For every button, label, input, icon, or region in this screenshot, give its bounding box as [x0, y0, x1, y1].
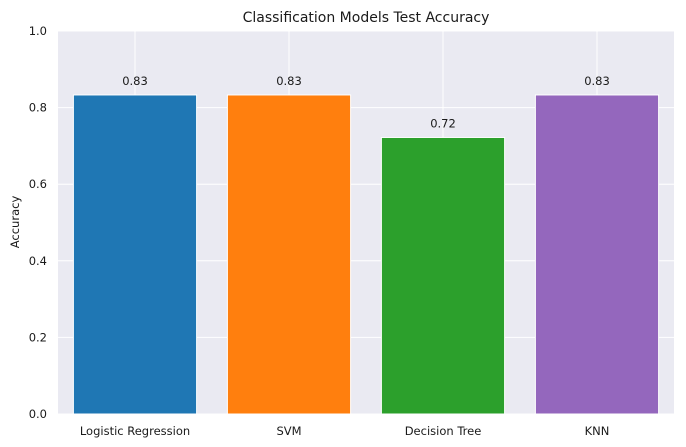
x-tick-label: KNN [585, 424, 610, 438]
bar-value-label: 0.83 [122, 74, 148, 88]
y-axis-label: Accuracy [8, 196, 22, 249]
bar-value-label: 0.83 [584, 74, 610, 88]
y-tick-label: 1.0 [29, 24, 47, 38]
x-tick-label: SVM [276, 424, 301, 438]
y-tick-labels: 0.0 0.2 0.4 0.6 0.8 1.0 [29, 24, 47, 421]
y-tick-label: 0.2 [29, 330, 47, 344]
bar-logistic-regression [72, 94, 198, 415]
bars [72, 94, 660, 415]
x-tick-label: Logistic Regression [80, 424, 190, 438]
y-tick-label: 0.8 [29, 101, 47, 115]
chart-title: Classification Models Test Accuracy [243, 10, 490, 26]
y-tick-label: 0.6 [29, 177, 47, 191]
bar-svm [226, 94, 352, 415]
y-tick-label: 0.0 [29, 407, 47, 421]
bar-value-label: 0.83 [276, 74, 302, 88]
x-tick-label: Decision Tree [405, 424, 482, 438]
y-tick-label: 0.4 [29, 254, 47, 268]
bar-decision-tree [380, 136, 506, 415]
bar-value-label: 0.72 [430, 116, 456, 130]
x-tick-labels: Logistic Regression SVM Decision Tree KNN [80, 424, 610, 438]
data-labels: 0.83 0.83 0.72 0.83 [122, 74, 610, 131]
bar-knn [534, 94, 660, 415]
